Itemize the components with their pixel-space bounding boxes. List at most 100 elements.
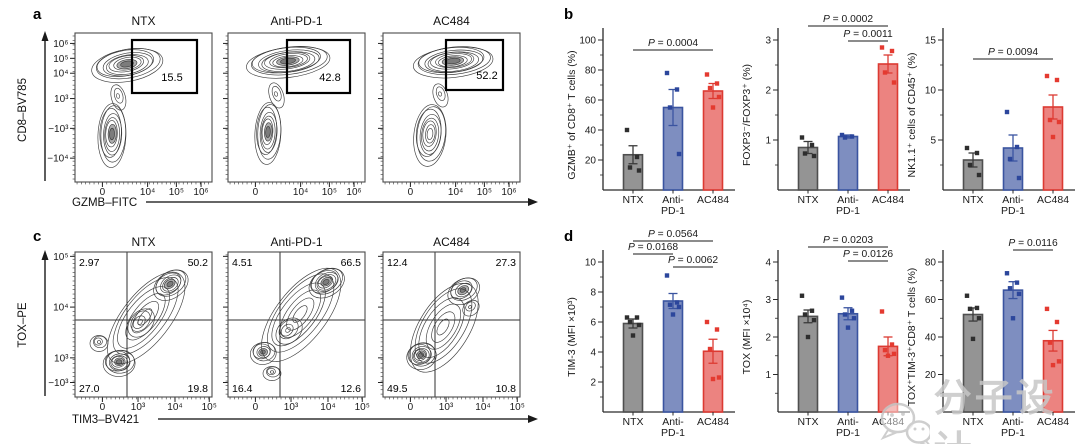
panel-c-label: c bbox=[33, 228, 42, 245]
bar-NTX bbox=[797, 315, 819, 413]
panel-c-flow-plots: 0 10³ 10⁴ 10⁵ 10⁵ 10⁴ 10³ −10³ 0 10³ 10⁴ 10⁵ 0 10³ 10⁴… bbox=[17, 235, 538, 426]
data-point bbox=[799, 293, 805, 298]
p-value-label: P = 0.0002 bbox=[823, 14, 873, 25]
chart-tox-mfi: TOX (MFI ×10⁴) 1 2 3 4 NTX Anti- PD-1 AC484 P = 0… bbox=[738, 224, 913, 444]
panel-b-label: b bbox=[564, 6, 574, 23]
gate-value: 15.5 bbox=[161, 72, 182, 84]
contour-line bbox=[286, 297, 315, 331]
contour-line bbox=[421, 117, 440, 152]
plot-border bbox=[74, 251, 213, 398]
panel-d-label: d bbox=[564, 228, 574, 245]
x-tick-label: 10⁶ bbox=[501, 187, 516, 198]
bar-Anti-PD-1 bbox=[837, 135, 859, 191]
y-tick-label: 15 bbox=[925, 36, 937, 47]
data-point bbox=[714, 81, 720, 86]
data-point bbox=[667, 105, 673, 110]
contour-plot bbox=[91, 48, 164, 168]
quadrant-value-ul: 4.51 bbox=[232, 257, 253, 269]
data-point bbox=[636, 168, 642, 173]
x-tick-label: 10⁴ bbox=[167, 402, 182, 413]
plot-bg bbox=[75, 33, 212, 182]
category-label: NTX bbox=[623, 416, 644, 428]
y-tick-label: −10⁴ bbox=[47, 154, 68, 165]
y-axis-label: CD8–BV785 bbox=[17, 78, 29, 142]
data-point bbox=[891, 351, 897, 357]
data-point bbox=[839, 132, 845, 138]
contour-line bbox=[105, 349, 135, 374]
plot-border bbox=[227, 32, 366, 183]
data-point bbox=[849, 134, 855, 139]
data-point bbox=[674, 87, 680, 92]
x-tick-label: 10⁴ bbox=[140, 187, 155, 198]
x-axis-label: TIM3–BV421 bbox=[72, 414, 139, 426]
contour-line bbox=[424, 49, 484, 73]
y-tick-label: 40 bbox=[585, 126, 597, 137]
data-point bbox=[1054, 77, 1060, 83]
category-label: PD-1 bbox=[661, 205, 685, 217]
plot-bg bbox=[228, 33, 365, 182]
x-tick-label: 10⁶ bbox=[346, 187, 361, 198]
data-point bbox=[630, 333, 636, 338]
p-value-label: P = 0.0004 bbox=[648, 38, 698, 49]
contour-line bbox=[430, 51, 475, 70]
contour-line bbox=[422, 120, 437, 147]
quadrant-value-ll: 49.5 bbox=[387, 383, 408, 395]
contour-line bbox=[117, 286, 170, 349]
plot-bg bbox=[383, 33, 520, 182]
x-tick-label: 0 bbox=[100, 187, 106, 198]
y-tick-label: 10³ bbox=[54, 353, 69, 364]
y-axis-label: TOX–PE bbox=[17, 302, 29, 347]
data-point bbox=[974, 150, 980, 156]
contour-line bbox=[418, 352, 424, 358]
plot-border bbox=[382, 32, 521, 183]
data-point bbox=[1056, 119, 1062, 125]
plot-bg bbox=[228, 252, 365, 397]
chart-tox-tim3-cd8: TOX⁺TIM-3⁺CD8⁺ T cells (%) 20 40 60 80 NTX Ant… bbox=[903, 224, 1078, 444]
y-axis-label: FOXP3⁻/FOXP3⁺ (%) bbox=[741, 64, 753, 166]
quadrant-value-ur: 50.2 bbox=[188, 257, 209, 269]
quadrant-value-lr: 19.8 bbox=[188, 383, 209, 395]
category-label: AC484 bbox=[872, 416, 904, 428]
contour-line bbox=[113, 56, 142, 71]
y-tick-label: 5 bbox=[930, 136, 936, 147]
y-tick-label: 40 bbox=[925, 333, 937, 344]
category-label: PD-1 bbox=[1001, 427, 1025, 439]
contour-line bbox=[256, 346, 271, 359]
data-point bbox=[636, 322, 642, 328]
gate-rect bbox=[285, 38, 352, 95]
contour-line bbox=[109, 127, 115, 141]
category-label: PD-1 bbox=[1001, 205, 1025, 217]
quadrant-value-ur: 66.5 bbox=[341, 257, 362, 269]
data-point bbox=[1044, 306, 1050, 312]
contour-line bbox=[419, 114, 442, 155]
contour-line bbox=[89, 335, 109, 352]
data-point bbox=[1050, 362, 1056, 368]
category-label: PD-1 bbox=[661, 427, 685, 439]
data-point bbox=[1014, 144, 1020, 150]
contour-line bbox=[115, 359, 123, 365]
quadrant-value-ul: 12.4 bbox=[387, 257, 408, 269]
p-value-label: P = 0.0062 bbox=[668, 255, 718, 266]
contour-line bbox=[113, 87, 124, 104]
tick-layer: 0 10³ 10⁴ 10⁵ 10⁵ 10⁴ 10³ −10³ 0 10³ 10⁴ 10⁵ 0 10³ 10⁴… bbox=[48, 252, 525, 413]
data-point bbox=[970, 336, 976, 342]
data-point bbox=[670, 312, 676, 317]
contour-line bbox=[116, 93, 120, 99]
data-point bbox=[1047, 340, 1053, 345]
contour-line bbox=[273, 91, 279, 97]
data-point bbox=[1050, 134, 1056, 140]
data-point bbox=[667, 302, 673, 307]
category-label: AC484 bbox=[697, 416, 729, 428]
category-label: Anti- bbox=[662, 416, 684, 428]
data-point bbox=[851, 316, 857, 321]
contour-line bbox=[416, 106, 446, 162]
category-label: Anti- bbox=[1002, 194, 1024, 206]
y-tick-label: 60 bbox=[925, 295, 937, 306]
gate-value: 42.8 bbox=[319, 72, 340, 84]
x-tick-label: 10³ bbox=[284, 402, 299, 413]
data-point bbox=[710, 105, 716, 110]
data-point bbox=[634, 315, 640, 320]
x-tick-label: 0 bbox=[408, 187, 414, 198]
contour-line bbox=[105, 120, 118, 148]
